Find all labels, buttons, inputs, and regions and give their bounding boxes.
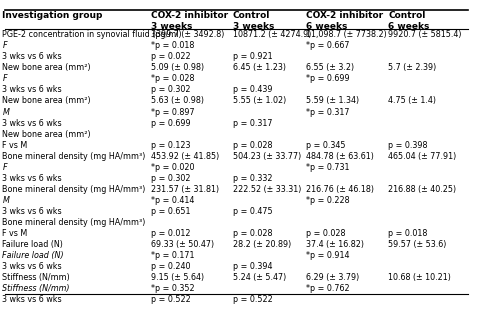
Text: *p = 0.414: *p = 0.414 — [150, 196, 194, 205]
Text: 28.2 (± 20.89): 28.2 (± 20.89) — [233, 240, 291, 249]
Text: 37.4 (± 16.82): 37.4 (± 16.82) — [306, 240, 364, 249]
Text: 222.52 (± 33.31): 222.52 (± 33.31) — [233, 185, 301, 194]
Text: F: F — [2, 163, 7, 172]
Text: p = 0.302: p = 0.302 — [150, 85, 190, 94]
Text: p = 0.240: p = 0.240 — [150, 262, 190, 271]
Text: 9.15 (± 5.64): 9.15 (± 5.64) — [150, 273, 204, 282]
Text: Stiffness (N/mm): Stiffness (N/mm) — [2, 284, 70, 293]
Text: *p = 0.228: *p = 0.228 — [306, 196, 349, 205]
Text: M: M — [2, 196, 9, 205]
Text: Control
3 weeks: Control 3 weeks — [233, 11, 274, 31]
Text: *p = 0.667: *p = 0.667 — [306, 41, 349, 50]
Text: p = 0.018: p = 0.018 — [388, 229, 428, 238]
Text: Stiffness (N/mm): Stiffness (N/mm) — [2, 273, 70, 282]
Text: p = 0.302: p = 0.302 — [150, 174, 190, 183]
Text: Control
6 weeks: Control 6 weeks — [388, 11, 430, 31]
Text: Investigation group: Investigation group — [2, 11, 103, 20]
Text: p = 0.022: p = 0.022 — [150, 52, 190, 61]
Text: p = 0.345: p = 0.345 — [306, 141, 345, 150]
Text: 11,098.7 (± 7738.2): 11,098.7 (± 7738.2) — [306, 30, 387, 39]
Text: 3 wks vs 6 wks: 3 wks vs 6 wks — [2, 295, 62, 305]
Text: 10871.2 (± 4274.9): 10871.2 (± 4274.9) — [233, 30, 311, 39]
Text: Failure load (N): Failure load (N) — [2, 240, 63, 249]
Text: 3 wks vs 6 wks: 3 wks vs 6 wks — [2, 85, 62, 94]
Text: 231.57 (± 31.81): 231.57 (± 31.81) — [150, 185, 219, 194]
Text: 6.45 (± 1.23): 6.45 (± 1.23) — [233, 63, 286, 72]
Text: M: M — [2, 108, 9, 117]
Text: 3 wks vs 6 wks: 3 wks vs 6 wks — [2, 262, 62, 271]
Text: F: F — [2, 41, 7, 50]
Text: F vs M: F vs M — [2, 141, 28, 150]
Text: 6.55 (± 3.2): 6.55 (± 3.2) — [306, 63, 354, 72]
Text: 453.92 (± 41.85): 453.92 (± 41.85) — [150, 152, 219, 161]
Text: *p = 0.897: *p = 0.897 — [150, 108, 194, 117]
Text: *p = 0.352: *p = 0.352 — [150, 284, 194, 293]
Text: 216.88 (± 40.25): 216.88 (± 40.25) — [388, 185, 456, 194]
Text: p = 0.028: p = 0.028 — [233, 229, 273, 238]
Text: *p = 0.762: *p = 0.762 — [306, 284, 349, 293]
Text: *p = 0.171: *p = 0.171 — [150, 251, 194, 260]
Text: 9920.7 (± 5815.4): 9920.7 (± 5815.4) — [388, 30, 462, 39]
Text: 3 wks vs 6 wks: 3 wks vs 6 wks — [2, 52, 62, 61]
Text: p = 0.028: p = 0.028 — [306, 229, 345, 238]
Text: 5.55 (± 1.02): 5.55 (± 1.02) — [233, 96, 286, 106]
Text: Bone mineral density (mg HA/mm³): Bone mineral density (mg HA/mm³) — [2, 218, 146, 227]
Text: F: F — [2, 74, 7, 83]
Text: Failure load (N): Failure load (N) — [2, 251, 64, 260]
Text: 3399.7 (± 3492.8): 3399.7 (± 3492.8) — [150, 30, 224, 39]
Text: 10.68 (± 10.21): 10.68 (± 10.21) — [388, 273, 451, 282]
Text: p = 0.012: p = 0.012 — [150, 229, 190, 238]
Text: *p = 0.699: *p = 0.699 — [306, 74, 349, 83]
Text: 3 wks vs 6 wks: 3 wks vs 6 wks — [2, 119, 62, 128]
Text: p = 0.475: p = 0.475 — [233, 207, 273, 216]
Text: p = 0.522: p = 0.522 — [150, 295, 190, 305]
Text: p = 0.028: p = 0.028 — [233, 141, 273, 150]
Text: p = 0.699: p = 0.699 — [150, 119, 190, 128]
Text: p = 0.651: p = 0.651 — [150, 207, 190, 216]
Text: 465.04 (± 77.91): 465.04 (± 77.91) — [388, 152, 456, 161]
Text: *p = 0.317: *p = 0.317 — [306, 108, 349, 117]
Text: 6.29 (± 3.79): 6.29 (± 3.79) — [306, 273, 359, 282]
Text: PGE-2 concentration in synovial fluid (pg/ml): PGE-2 concentration in synovial fluid (p… — [2, 30, 182, 39]
Text: 504.23 (± 33.77): 504.23 (± 33.77) — [233, 152, 301, 161]
Text: New bone area (mm²): New bone area (mm²) — [2, 130, 91, 139]
Text: 69.33 (± 50.47): 69.33 (± 50.47) — [150, 240, 214, 249]
Text: p = 0.332: p = 0.332 — [233, 174, 273, 183]
Text: *p = 0.020: *p = 0.020 — [150, 163, 194, 172]
Text: 5.59 (± 1.34): 5.59 (± 1.34) — [306, 96, 359, 106]
Text: 5.63 (± 0.98): 5.63 (± 0.98) — [150, 96, 204, 106]
Text: Bone mineral density (mg HA/mm³): Bone mineral density (mg HA/mm³) — [2, 152, 146, 161]
Text: 4.75 (± 1.4): 4.75 (± 1.4) — [388, 96, 436, 106]
Text: New bone area (mm²): New bone area (mm²) — [2, 63, 91, 72]
Text: *p = 0.914: *p = 0.914 — [306, 251, 349, 260]
Text: *p = 0.018: *p = 0.018 — [150, 41, 194, 50]
Text: 3 wks vs 6 wks: 3 wks vs 6 wks — [2, 207, 62, 216]
Text: F vs M: F vs M — [2, 229, 28, 238]
Text: *p = 0.731: *p = 0.731 — [306, 163, 349, 172]
Text: 3 wks vs 6 wks: 3 wks vs 6 wks — [2, 174, 62, 183]
Text: *p = 0.028: *p = 0.028 — [150, 74, 194, 83]
Text: 5.09 (± 0.98): 5.09 (± 0.98) — [150, 63, 204, 72]
Text: p = 0.394: p = 0.394 — [233, 262, 273, 271]
Text: p = 0.317: p = 0.317 — [233, 119, 273, 128]
Text: p = 0.439: p = 0.439 — [233, 85, 273, 94]
Text: 59.57 (± 53.6): 59.57 (± 53.6) — [388, 240, 446, 249]
Text: p = 0.522: p = 0.522 — [233, 295, 273, 305]
Text: 216.76 (± 46.18): 216.76 (± 46.18) — [306, 185, 374, 194]
Text: p = 0.921: p = 0.921 — [233, 52, 273, 61]
Text: 484.78 (± 63.61): 484.78 (± 63.61) — [306, 152, 374, 161]
Text: 5.7 (± 2.39): 5.7 (± 2.39) — [388, 63, 436, 72]
Text: 5.24 (± 5.47): 5.24 (± 5.47) — [233, 273, 286, 282]
Text: COX-2 inhibitor
3 weeks: COX-2 inhibitor 3 weeks — [150, 11, 228, 31]
Text: COX-2 inhibitor
6 weeks: COX-2 inhibitor 6 weeks — [306, 11, 383, 31]
Text: Bone mineral density (mg HA/mm³): Bone mineral density (mg HA/mm³) — [2, 185, 146, 194]
Text: p = 0.123: p = 0.123 — [150, 141, 190, 150]
Text: p = 0.398: p = 0.398 — [388, 141, 428, 150]
Text: New bone area (mm²): New bone area (mm²) — [2, 96, 91, 106]
